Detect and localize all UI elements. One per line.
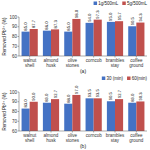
bar [64,104,72,131]
bar [64,32,72,56]
panel: 60708090100Removed Pb²⁺ (%)83.089.088.09… [2,76,148,150]
y-tick-label: 70 [12,119,18,124]
bar [30,29,38,56]
bar [22,32,30,56]
y-tick-label: 80 [12,34,18,39]
data-label: 92.7 [117,89,122,98]
data-label: 94.0 [87,13,92,22]
x-tick-label: olivestones [66,58,80,68]
legend-label: 30 (min) [107,76,124,81]
x-tick-label: almondhusk [44,58,59,68]
data-label: 90.0 [31,92,36,101]
data-label: 88.0 [66,94,71,103]
y-tick-label: 100 [9,15,17,20]
data-label: 87.7 [31,19,36,28]
bar [115,21,123,56]
bar [115,99,123,131]
bar [136,101,144,131]
bar [128,26,136,56]
y-axis [19,92,20,131]
bar [51,99,59,131]
x-tick-label: bramblesstay [106,133,125,143]
x-tick-label: corncob [86,58,103,63]
data-label: 83.0 [23,99,28,108]
bar [94,98,102,131]
x-tick-label: walnutshell [23,133,37,143]
bar [22,109,30,131]
data-label: 86.0 [44,21,49,30]
bar [128,103,136,131]
legend-swatch [122,2,126,6]
bars [22,95,145,131]
x-tick-label: walnutshell [23,58,37,68]
data-label: 97.3 [95,10,100,19]
data-label: 94.3 [138,13,143,22]
data-label: 90.5 [130,16,135,25]
bar [72,19,80,56]
x-tick-label: corncob [86,133,103,138]
bar [86,98,94,131]
y-tick-label: 70 [12,44,18,49]
legend-swatch [94,2,98,6]
data-labels: 83.0 89.0 88.0 93.5 90.5 89.0 90.0 92.7 97.0 93.5… [23,85,143,107]
bar [107,22,115,56]
x-tick-label: coffeeground [129,133,144,143]
bar [43,103,51,131]
data-label: 97.0 [74,85,79,94]
data-label: 95.7 [117,11,122,20]
legend-swatch [127,77,131,81]
data-label: 98.0 [74,9,79,18]
bar [30,102,38,131]
data-label: 92.7 [53,89,58,98]
bar [72,95,80,131]
data-label: 93.5 [95,89,100,98]
data-label: 85.0 [66,22,71,31]
x-tick-label: olivestones [66,133,80,143]
bar [136,23,144,56]
legend: 1g/500mL 5g/500mL [94,1,148,6]
data-label: 95.0 [108,12,113,21]
subtitle: (a) [80,68,86,74]
legend-label: 1g/500mL [98,1,119,6]
data-label: 89.0 [44,93,49,102]
bar [43,31,51,56]
x-axis [19,56,147,57]
data-label: 90.5 [108,91,113,100]
bar [86,23,94,56]
legend-label: 60(min) [132,76,148,81]
data-label: 90.3 [138,92,143,101]
y-tick-label: 90 [12,24,18,29]
y-axis-label: Removed Pb²⁺ (%) [2,92,7,131]
y-tick-label: 100 [9,90,17,95]
x-tick-label: coffeeground [129,58,144,68]
bar [107,101,115,131]
bar [51,29,59,56]
legend: 30 (min) 60(min) [102,76,148,81]
x-tick-label: almondhusk [44,133,59,143]
y-tick-label: 60 [12,129,18,134]
data-label: 85.0 [23,22,28,31]
y-tick-label: 90 [12,99,18,104]
chart-root: 60708090100Removed Pb²⁺ (%)85.086.085.09… [0,0,150,150]
y-tick-label: 60 [12,54,18,59]
y-axis-label: Removed Pb²⁺ (%) [2,17,7,56]
bars [22,19,145,56]
y-tick-label: 80 [12,109,18,114]
subtitle: (b) [80,143,86,149]
data-label: 89.0 [130,93,135,102]
data-labels: 85.0 86.0 85.0 94.0 95.0 90.5 87.7 87.3 98.0 97.3… [23,9,143,30]
y-axis [19,17,20,56]
legend-label: 5g/500mL [127,1,148,6]
data-label: 87.3 [53,20,58,29]
x-tick-label: bramblesstay [106,58,125,68]
data-label: 93.5 [87,89,92,98]
legend-swatch [102,77,106,81]
bar [94,20,102,56]
x-axis [19,131,147,132]
